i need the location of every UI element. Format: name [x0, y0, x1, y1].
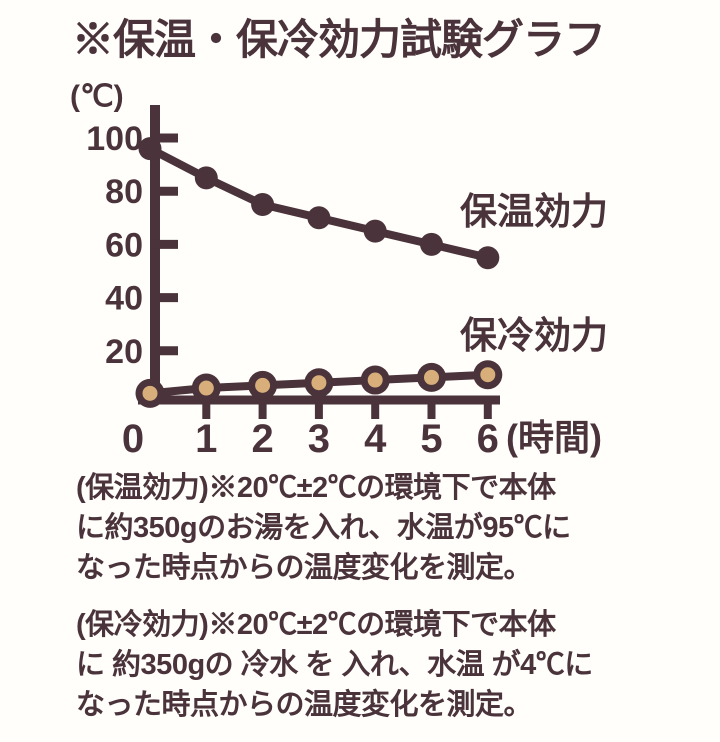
y-axis-unit-label: (℃): [70, 80, 124, 113]
heat-retention-point: [138, 137, 162, 161]
y-tick-label: 40: [105, 280, 143, 318]
note-line: なった時点からの温度変化を測定。: [76, 689, 533, 721]
y-tick-label: 100: [86, 120, 143, 158]
x-tick-label: 1: [195, 417, 217, 461]
heat-retention-point: [251, 193, 275, 216]
cold-retention-point-center: [198, 380, 214, 396]
x-tick-label: 6: [477, 417, 499, 461]
note-line: なった時点からの温度変化を測定。: [76, 552, 533, 584]
x-axis-unit-label: (時間): [506, 417, 602, 458]
heat-retention-point: [420, 232, 443, 256]
heat-retention-point: [307, 206, 331, 230]
cold-retention-point-center: [480, 367, 496, 383]
y-tick-label: 80: [105, 173, 143, 211]
note-line: (保温効力)※20℃±2℃の環境下で本体: [76, 472, 556, 504]
note-heat-retention: (保温効力)※20℃±2℃の環境下で本体 に約350gのお湯を入れ、水温が95℃…: [76, 468, 676, 588]
note-line: に約350gのお湯を入れ、水温が95℃に: [76, 512, 571, 544]
x-tick-label: 5: [420, 417, 442, 461]
series-label-heat: 保温効力: [460, 191, 608, 232]
heat-retention-point: [363, 219, 387, 243]
heat-retention-point: [194, 166, 218, 190]
heat-retention-point: [476, 246, 500, 270]
chart-title: ※保温・保冷効力試験グラフ: [72, 16, 606, 63]
note-line: に 約350gの 冷水 を 入れ、水温 が4℃に: [76, 649, 593, 681]
cold-retention-point-center: [142, 385, 158, 401]
footnotes: (保温効力)※20℃±2℃の環境下で本体 に約350gのお湯を入れ、水温が95℃…: [76, 468, 676, 742]
x-tick-label: 4: [364, 417, 387, 461]
x-tick-label: 0: [122, 417, 144, 461]
y-tick-label: 60: [105, 226, 143, 264]
cold-retention-point-center: [367, 372, 383, 388]
cold-retention-point-center: [255, 377, 271, 393]
note-line: (保冷効力)※20℃±2℃の環境下で本体: [76, 609, 556, 641]
page: ※保温・保冷効力試験グラフ 20 40 60 80 100 (℃) 0 1 2 3 4 5 6 (時間) 保…: [70, 16, 608, 721]
x-tick-label: 2: [251, 417, 273, 461]
y-tick-label: 20: [105, 333, 143, 371]
cold-retention-point-center: [424, 369, 439, 385]
series-label-cold: 保冷効力: [460, 315, 608, 356]
note-cold-retention: (保冷効力)※20℃±2℃の環境下で本体 に 約350gの 冷水 を 入れ、水温…: [76, 605, 676, 725]
cold-retention-point-center: [311, 375, 327, 391]
x-tick-label: 3: [308, 417, 330, 461]
